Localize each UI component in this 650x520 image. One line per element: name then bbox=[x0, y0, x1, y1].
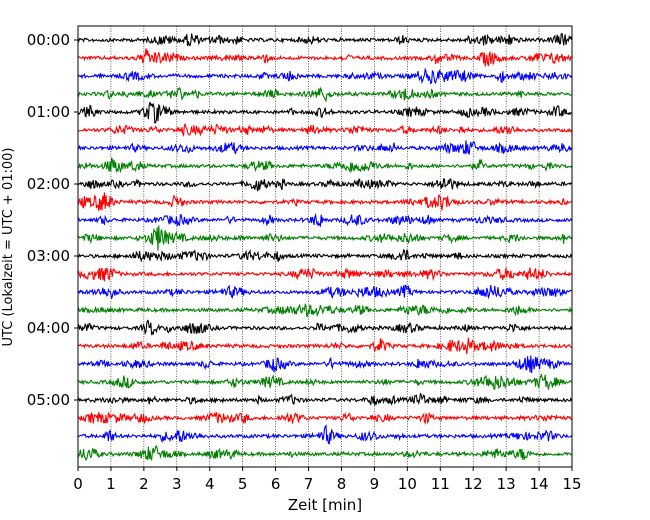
x-tick-label: 4 bbox=[205, 475, 215, 493]
trace-line bbox=[77, 86, 572, 103]
trace-line bbox=[77, 266, 572, 282]
trace-line bbox=[77, 411, 572, 425]
x-tick-label: 1 bbox=[106, 475, 116, 493]
vertical-gridlines bbox=[110, 26, 540, 467]
x-tick-label: 7 bbox=[304, 475, 314, 493]
x-tick-label: 0 bbox=[73, 475, 83, 493]
trace-line bbox=[77, 372, 572, 390]
trace-line bbox=[77, 444, 572, 462]
x-tick-label: 12 bbox=[464, 475, 483, 493]
x-tick-label: 6 bbox=[271, 475, 281, 493]
x-tick-label: 3 bbox=[172, 475, 182, 493]
trace-line bbox=[77, 140, 573, 155]
trace-line bbox=[77, 248, 573, 263]
x-tick-label: 13 bbox=[497, 475, 516, 493]
x-tick-label: 2 bbox=[139, 475, 149, 493]
x-axis-ticks: 0 1 2 3 4 5 6 7 8 9 10 11 12 13 14 15 bbox=[73, 467, 582, 493]
y-tick-label: 05:00 bbox=[27, 391, 70, 409]
trace-line bbox=[77, 284, 572, 300]
trace-line bbox=[77, 48, 573, 67]
x-tick-label: 5 bbox=[238, 475, 248, 493]
trace-line bbox=[77, 337, 572, 355]
trace-line bbox=[77, 123, 573, 137]
x-axis-label: Zeit [min] bbox=[288, 496, 362, 514]
trace-line bbox=[77, 157, 573, 174]
trace-line bbox=[77, 355, 572, 374]
trace-group bbox=[77, 32, 573, 462]
trace-line bbox=[77, 392, 573, 406]
trace-line bbox=[77, 32, 573, 47]
trace-line bbox=[77, 178, 572, 192]
x-tick-label: 15 bbox=[562, 475, 581, 493]
x-tick-label: 14 bbox=[530, 475, 549, 493]
trace-line bbox=[77, 213, 573, 228]
y-tick-label: 01:00 bbox=[27, 103, 70, 121]
y-tick-label: 00:00 bbox=[27, 31, 70, 49]
trace-line bbox=[77, 67, 573, 85]
y-tick-label: 04:00 bbox=[27, 319, 70, 337]
trace-line bbox=[77, 319, 573, 336]
x-tick-label: 9 bbox=[370, 475, 380, 493]
x-tick-label: 8 bbox=[337, 475, 347, 493]
y-axis-ticks: 00:00 01:00 02:00 03:00 04:00 05:00 bbox=[27, 31, 78, 409]
y-axis-label: UTC (Lokalzeit = UTC + 01:00) bbox=[1, 148, 16, 347]
y-tick-label: 02:00 bbox=[27, 175, 70, 193]
trace-line bbox=[77, 303, 573, 318]
trace-line bbox=[77, 225, 573, 251]
plot-frame bbox=[77, 25, 573, 468]
x-tick-label: 10 bbox=[398, 475, 417, 493]
x-tick-label: 11 bbox=[431, 475, 450, 493]
trace-line bbox=[77, 101, 572, 124]
trace-line bbox=[77, 192, 572, 211]
y-tick-label: 03:00 bbox=[27, 247, 70, 265]
trace-line bbox=[77, 424, 573, 445]
